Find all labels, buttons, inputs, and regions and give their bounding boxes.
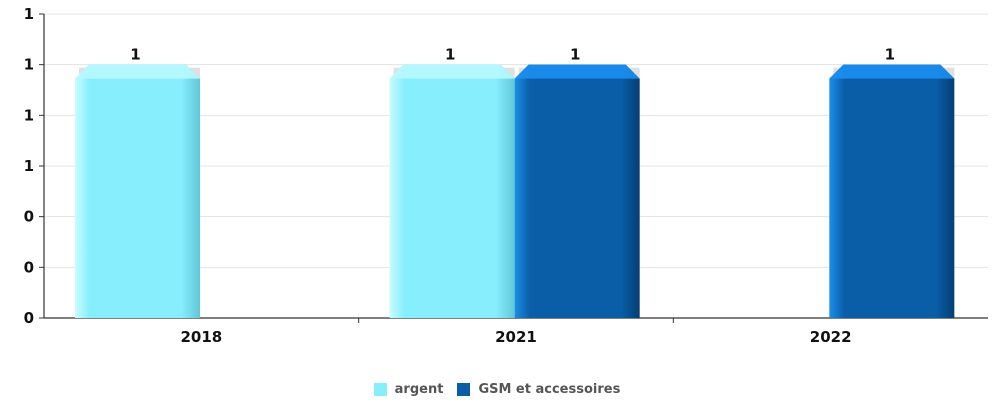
legend-label-gsm: GSM et accessoires <box>478 382 621 397</box>
legend-swatch-gsm <box>457 383 471 396</box>
data-label: 1 <box>885 46 895 64</box>
x-tick-label: 2018 <box>180 328 222 346</box>
legend-item-gsm[interactable]: GSM et accessoires <box>457 382 620 397</box>
bar-gsm-et-accessoires-2021-top <box>514 64 640 79</box>
legend-swatch-argent <box>373 383 387 396</box>
data-label: 1 <box>445 46 455 64</box>
bar-argent-2021[interactable] <box>389 64 515 319</box>
y-tick-label: 1 <box>24 56 34 74</box>
y-tick-label: 1 <box>24 157 34 175</box>
bars <box>75 64 955 319</box>
bar-gsm-et-accessoires-2022[interactable] <box>829 64 955 319</box>
legend-label-argent: argent <box>394 382 444 397</box>
bar-gsm-et-accessoires-2021[interactable] <box>514 64 640 319</box>
bar-argent-2018[interactable] <box>75 64 200 319</box>
y-tick-label: 0 <box>24 309 34 327</box>
y-tick-label: 0 <box>24 258 34 276</box>
bar-gsm-et-accessoires-2022-top <box>829 64 955 79</box>
data-label: 1 <box>570 46 580 64</box>
axes: 0 0 0 1 1 1 1 2018 2021 2022 <box>24 5 988 346</box>
data-label: 1 <box>130 46 140 64</box>
y-tick-label: 1 <box>24 106 34 124</box>
x-tick-label: 2021 <box>495 328 537 346</box>
x-tick-label: 2022 <box>810 328 852 346</box>
bar-argent-2018-top <box>75 64 200 79</box>
bar-argent-2021-top <box>389 64 515 79</box>
y-tick-label: 0 <box>24 208 34 226</box>
legend-item-argent[interactable]: argent <box>373 382 444 397</box>
y-tick-label: 1 <box>24 5 34 23</box>
bar-chart: 0 0 0 1 1 1 1 2018 2021 2022 1 1 1 1 <box>24 5 988 346</box>
data-labels: 1 1 1 1 <box>130 46 895 64</box>
legend: argent GSM et accessoires <box>0 382 994 397</box>
